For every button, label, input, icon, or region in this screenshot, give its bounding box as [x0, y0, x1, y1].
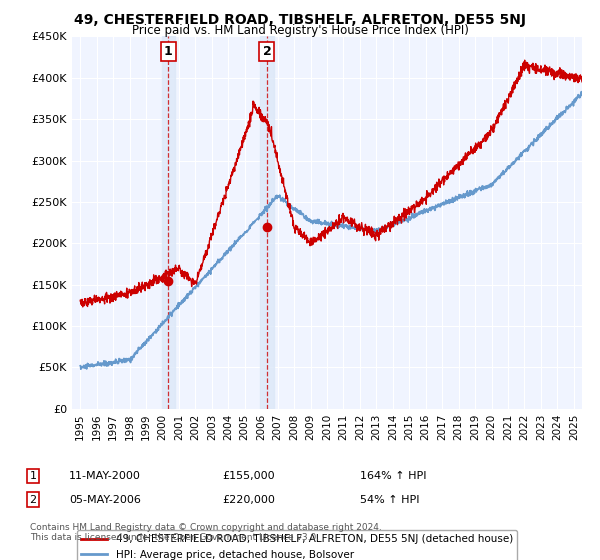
Bar — [162, 36, 175, 409]
Text: 54% ↑ HPI: 54% ↑ HPI — [360, 494, 419, 505]
Text: £155,000: £155,000 — [222, 471, 275, 481]
Text: 1: 1 — [29, 471, 37, 481]
Text: Price paid vs. HM Land Registry's House Price Index (HPI): Price paid vs. HM Land Registry's House … — [131, 24, 469, 37]
Text: 2: 2 — [263, 45, 271, 58]
Text: 05-MAY-2006: 05-MAY-2006 — [69, 494, 141, 505]
Text: 11-MAY-2000: 11-MAY-2000 — [69, 471, 141, 481]
Text: £220,000: £220,000 — [222, 494, 275, 505]
Text: 164% ↑ HPI: 164% ↑ HPI — [360, 471, 427, 481]
Legend: 49, CHESTERFIELD ROAD, TIBSHELF, ALFRETON, DE55 5NJ (detached house), HPI: Avera: 49, CHESTERFIELD ROAD, TIBSHELF, ALFRETO… — [77, 530, 517, 560]
Bar — [260, 36, 274, 409]
Text: 49, CHESTERFIELD ROAD, TIBSHELF, ALFRETON, DE55 5NJ: 49, CHESTERFIELD ROAD, TIBSHELF, ALFRETO… — [74, 13, 526, 27]
Text: 1: 1 — [164, 45, 173, 58]
Text: 2: 2 — [29, 494, 37, 505]
Text: Contains HM Land Registry data © Crown copyright and database right 2024.: Contains HM Land Registry data © Crown c… — [30, 523, 382, 532]
Text: This data is licensed under the Open Government Licence v3.0.: This data is licensed under the Open Gov… — [30, 533, 319, 542]
